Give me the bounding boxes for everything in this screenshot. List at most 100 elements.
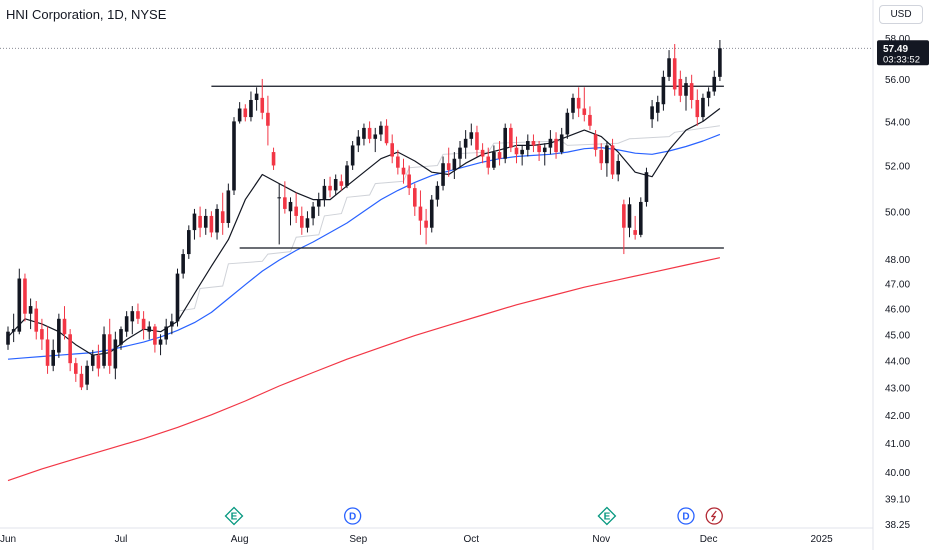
candle[interactable] xyxy=(446,147,451,177)
candle[interactable] xyxy=(192,208,197,240)
candle[interactable] xyxy=(610,138,615,180)
dividend-event-icon[interactable]: D xyxy=(677,507,695,525)
candle[interactable] xyxy=(102,326,106,369)
candle[interactable] xyxy=(107,318,112,374)
candle[interactable] xyxy=(6,326,10,350)
candle[interactable] xyxy=(379,121,383,142)
candle[interactable] xyxy=(220,192,225,235)
candle[interactable] xyxy=(215,204,219,240)
candle[interactable] xyxy=(520,145,524,166)
candle[interactable] xyxy=(554,132,558,159)
candle[interactable] xyxy=(689,74,694,109)
candle[interactable] xyxy=(492,145,496,170)
candle[interactable] xyxy=(655,95,660,122)
candle[interactable] xyxy=(322,179,327,207)
candle[interactable] xyxy=(147,321,152,340)
candle[interactable] xyxy=(718,39,722,82)
currency-button[interactable]: USD xyxy=(879,5,923,24)
candle[interactable] xyxy=(373,127,378,153)
candle[interactable] xyxy=(362,123,366,146)
candle[interactable] xyxy=(90,349,95,372)
candle[interactable] xyxy=(413,183,417,216)
candle[interactable] xyxy=(300,206,304,235)
candle[interactable] xyxy=(271,147,276,170)
candle[interactable] xyxy=(85,360,89,391)
candle[interactable] xyxy=(537,141,541,161)
candle[interactable] xyxy=(288,197,293,226)
candle[interactable] xyxy=(672,44,677,96)
candle[interactable] xyxy=(277,183,281,245)
candle[interactable] xyxy=(588,106,592,131)
candle[interactable] xyxy=(497,141,502,166)
candle[interactable] xyxy=(571,93,575,120)
candle[interactable] xyxy=(695,89,700,126)
candle[interactable] xyxy=(266,95,270,146)
candle[interactable] xyxy=(384,119,389,146)
candle[interactable] xyxy=(509,123,513,153)
candle[interactable] xyxy=(136,303,140,324)
candle[interactable] xyxy=(68,329,72,372)
candle[interactable] xyxy=(486,147,491,175)
candle[interactable] xyxy=(514,136,519,164)
candle[interactable] xyxy=(684,76,688,111)
candle[interactable] xyxy=(565,108,570,139)
candle[interactable] xyxy=(475,125,479,157)
candle[interactable] xyxy=(181,249,185,279)
candle[interactable] xyxy=(605,141,609,177)
candle[interactable] xyxy=(198,206,202,238)
candle[interactable] xyxy=(526,134,530,157)
candle[interactable] xyxy=(141,311,146,340)
candle[interactable] xyxy=(249,91,253,122)
candle[interactable] xyxy=(639,197,643,238)
candle[interactable] xyxy=(124,311,129,337)
candle[interactable] xyxy=(633,215,637,240)
candle[interactable] xyxy=(463,130,468,159)
candle[interactable] xyxy=(367,121,372,144)
candle[interactable] xyxy=(158,334,163,356)
candle[interactable] xyxy=(458,141,462,168)
candle[interactable] xyxy=(396,149,400,175)
candle[interactable] xyxy=(452,152,457,180)
candle[interactable] xyxy=(627,197,632,238)
candle[interactable] xyxy=(243,104,248,122)
candle[interactable] xyxy=(542,143,547,166)
candle[interactable] xyxy=(11,313,16,343)
candle[interactable] xyxy=(622,199,626,255)
candle[interactable] xyxy=(226,183,231,228)
candle[interactable] xyxy=(333,174,338,196)
candle[interactable] xyxy=(283,181,287,214)
candle[interactable] xyxy=(305,211,310,233)
candle[interactable] xyxy=(701,93,705,122)
candle[interactable] xyxy=(650,99,654,128)
candle[interactable] xyxy=(203,208,208,235)
candle[interactable] xyxy=(79,365,84,391)
candle[interactable] xyxy=(429,195,434,233)
candle[interactable] xyxy=(45,326,50,374)
candle[interactable] xyxy=(62,306,67,340)
candle[interactable] xyxy=(441,156,445,191)
candle[interactable] xyxy=(616,154,620,182)
candle[interactable] xyxy=(706,87,711,107)
candle[interactable] xyxy=(469,123,474,146)
candle[interactable] xyxy=(435,181,440,207)
candle[interactable] xyxy=(294,192,298,223)
candle[interactable] xyxy=(316,192,321,216)
candle[interactable] xyxy=(480,143,485,164)
candle[interactable] xyxy=(644,167,649,207)
candle[interactable] xyxy=(170,313,174,335)
dividend-event-icon[interactable]: D xyxy=(343,507,362,525)
candle[interactable] xyxy=(599,143,604,170)
candle[interactable] xyxy=(51,339,55,372)
earnings-event-icon[interactable]: E xyxy=(597,506,617,526)
split-event-icon[interactable] xyxy=(705,507,723,525)
candle[interactable] xyxy=(74,357,78,382)
candle[interactable] xyxy=(576,87,581,118)
candle[interactable] xyxy=(40,318,44,350)
candle[interactable] xyxy=(401,158,406,184)
candle[interactable] xyxy=(582,87,587,122)
candle[interactable] xyxy=(593,130,598,157)
candle[interactable] xyxy=(23,273,27,322)
candle[interactable] xyxy=(424,208,428,245)
